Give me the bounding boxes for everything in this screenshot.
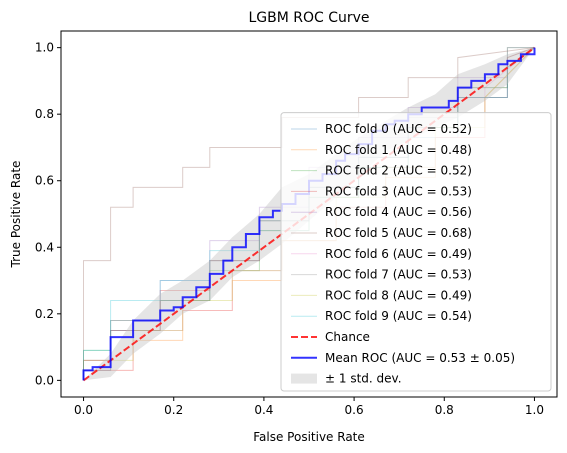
- legend-label: ROC fold 3 (AUC = 0.53): [325, 184, 472, 198]
- x-tick-label: 0.0: [74, 403, 93, 417]
- y-tick-label: 1.0: [35, 41, 54, 55]
- legend-label: Chance: [325, 330, 370, 344]
- x-tick-label: 0.4: [254, 403, 273, 417]
- x-tick-label: 1.0: [525, 403, 544, 417]
- x-tick-label: 0.2: [164, 403, 183, 417]
- legend-swatch-band: [291, 373, 317, 384]
- y-axis-label: True Positive Rate: [9, 161, 23, 269]
- legend-label: Mean ROC (AUC = 0.53 ± 0.05): [325, 351, 515, 365]
- legend-label: ROC fold 2 (AUC = 0.52): [325, 164, 472, 178]
- legend: ROC fold 0 (AUC = 0.52) ROC fold 1 (AUC =…: [280, 112, 552, 392]
- legend-label: ROC fold 8 (AUC = 0.49): [325, 288, 472, 302]
- y-tick-label: 0.2: [35, 307, 54, 321]
- x-tick-label: 0.8: [435, 403, 454, 417]
- legend-label: ROC fold 9 (AUC = 0.54): [325, 309, 472, 323]
- legend-label: ROC fold 6 (AUC = 0.49): [325, 247, 472, 261]
- legend-label: ROC fold 5 (AUC = 0.68): [325, 226, 472, 240]
- legend-label: ± 1 std. dev.: [325, 372, 402, 386]
- y-tick-label: 0.4: [35, 240, 54, 254]
- roc-fold-5-line: [83, 47, 535, 381]
- legend-label: ROC fold 7 (AUC = 0.53): [325, 268, 472, 282]
- plot-frame: [60, 30, 558, 398]
- x-axis-label: False Positive Rate: [253, 430, 365, 444]
- y-tick-label: 0.8: [35, 107, 54, 121]
- legend-label: ROC fold 4 (AUC = 0.56): [325, 205, 472, 219]
- y-tick-label: 0.6: [35, 174, 54, 188]
- y-tick-label: 0.0: [35, 373, 54, 387]
- legend-box: [280, 112, 552, 392]
- legend-label: ROC fold 0 (AUC = 0.52): [325, 122, 472, 136]
- axis-ticks: 0.0 0.2 0.4 0.6 0.8 1.0 0.0 0.2 0.4 0.6 0.8 1.0: [35, 41, 544, 417]
- legend-label: ROC fold 1 (AUC = 0.48): [325, 143, 472, 157]
- chart-title: LGBM ROC Curve: [248, 10, 369, 26]
- x-tick-label: 0.6: [345, 403, 364, 417]
